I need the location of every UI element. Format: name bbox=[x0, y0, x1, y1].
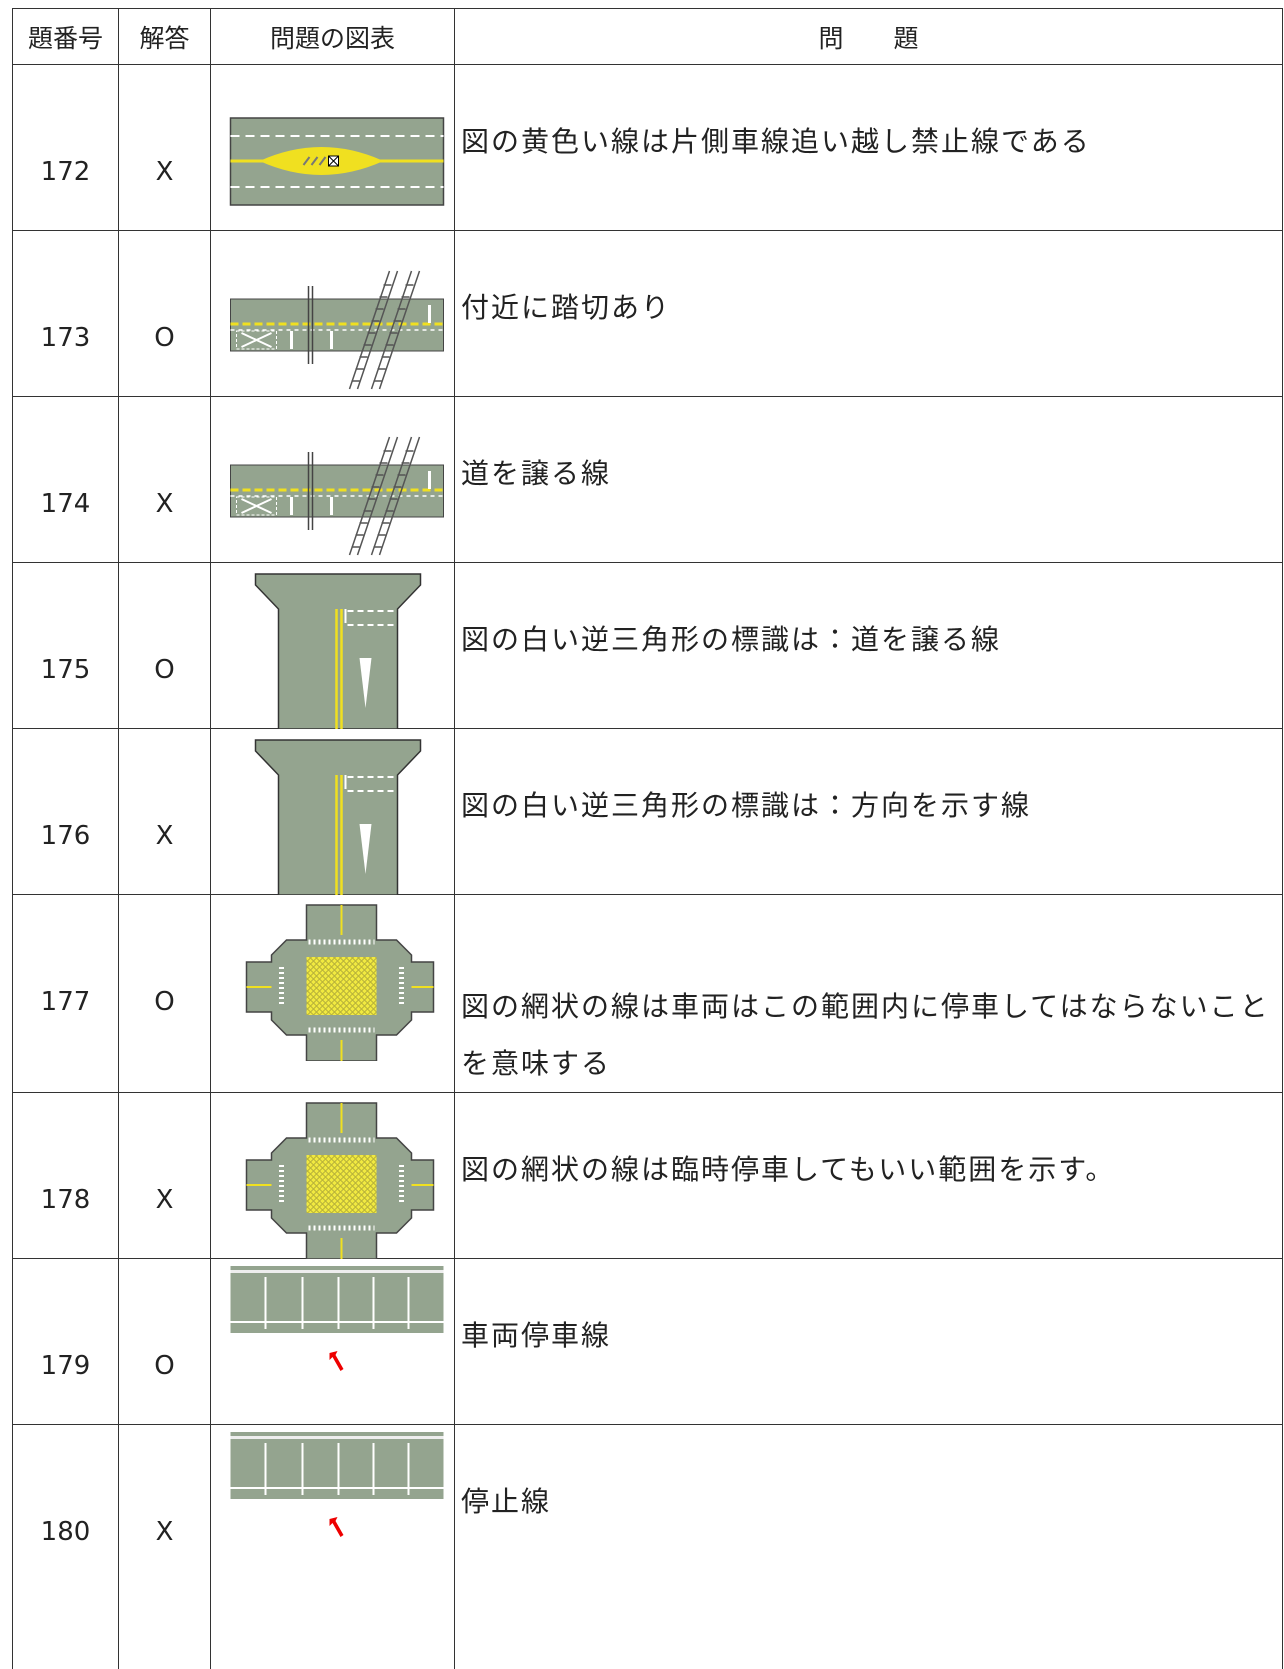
figure bbox=[211, 231, 455, 397]
question-number: 179 bbox=[13, 1259, 119, 1425]
question-text: 停止線 bbox=[455, 1425, 1283, 1669]
question-number: 178 bbox=[13, 1093, 119, 1259]
figure bbox=[211, 1425, 455, 1591]
figure bbox=[211, 1259, 455, 1425]
header-cell: 題番号 bbox=[13, 9, 119, 65]
answer: X bbox=[119, 1425, 211, 1669]
figure-cell bbox=[211, 231, 455, 397]
answer: X bbox=[119, 65, 211, 231]
question-text: 道を譲る線 bbox=[455, 397, 1283, 563]
answer: X bbox=[119, 1093, 211, 1259]
answer: O bbox=[119, 563, 211, 729]
figure-cell bbox=[211, 65, 455, 231]
question-number: 180 bbox=[13, 1425, 119, 1669]
question-number: 177 bbox=[13, 895, 119, 1093]
answer: O bbox=[119, 895, 211, 1093]
figure bbox=[211, 1093, 455, 1259]
figure bbox=[211, 397, 455, 563]
figure-cell bbox=[211, 729, 455, 895]
question-text: 図の白い逆三角形の標識は：方向を示す線 bbox=[455, 729, 1283, 895]
header-cell: 解答 bbox=[119, 9, 211, 65]
question-number: 172 bbox=[13, 65, 119, 231]
question-number: 176 bbox=[13, 729, 119, 895]
figure-cell bbox=[211, 563, 455, 729]
figure bbox=[211, 729, 455, 895]
figure-cell bbox=[211, 1093, 455, 1259]
header-cell: 問 題 bbox=[455, 9, 1283, 65]
figure bbox=[211, 895, 455, 1061]
question-text: 図の黄色い線は片側車線追い越し禁止線である bbox=[455, 65, 1283, 231]
question-text: 図の網状の線は臨時停車してもいい範囲を示す。 bbox=[455, 1093, 1283, 1259]
figure-cell bbox=[211, 397, 455, 563]
figure-cell bbox=[211, 1259, 455, 1425]
header-row: 題番号 解答 問題の図表 問 題 bbox=[13, 9, 1283, 65]
figure bbox=[211, 563, 455, 729]
figure bbox=[211, 65, 455, 231]
question-text: 車両停車線 bbox=[455, 1259, 1283, 1425]
question-number: 175 bbox=[13, 563, 119, 729]
question-text: 付近に踏切あり bbox=[455, 231, 1283, 397]
question-text: 図の白い逆三角形の標識は：道を譲る線 bbox=[455, 563, 1283, 729]
answer: X bbox=[119, 729, 211, 895]
answer: X bbox=[119, 397, 211, 563]
answer: O bbox=[119, 1259, 211, 1425]
header-cell: 問題の図表 bbox=[211, 9, 455, 65]
figure-cell bbox=[211, 1425, 455, 1669]
answer: O bbox=[119, 231, 211, 397]
figure-cell bbox=[211, 895, 455, 1093]
question-number: 173 bbox=[13, 231, 119, 397]
question-text: 図の網状の線は車両はこの範囲内に停車してはならないことを意味する bbox=[455, 895, 1283, 1093]
question-number: 174 bbox=[13, 397, 119, 563]
